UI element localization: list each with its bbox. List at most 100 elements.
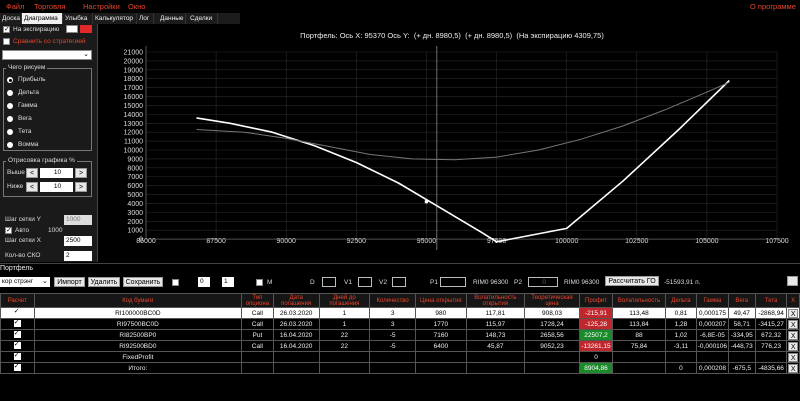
column-header[interactable]: Код бумаги bbox=[33, 293, 243, 308]
calc-go-button[interactable]: Рассчитать ГО bbox=[605, 276, 659, 286]
delete-row-cell[interactable]: X bbox=[786, 307, 800, 319]
cell-price[interactable]: 7160 bbox=[415, 329, 467, 341]
calc-checkbox[interactable] bbox=[13, 331, 21, 339]
cell-code[interactable]: Итого: bbox=[33, 362, 243, 374]
delete-row-cell[interactable]: X bbox=[786, 318, 800, 330]
cell-vol-open[interactable]: 148,73 bbox=[465, 329, 526, 341]
calc-checkbox-cell[interactable] bbox=[0, 340, 35, 352]
grid-y-input[interactable]: 1000 bbox=[64, 215, 92, 225]
cell-vega[interactable]: 58,71 bbox=[727, 318, 756, 330]
table-row[interactable]: RI82500BP0Put16.04.202022-57160148,73265… bbox=[0, 329, 800, 341]
extra-button[interactable] bbox=[787, 276, 798, 286]
cell-profit[interactable]: 0 bbox=[578, 351, 614, 363]
table-row[interactable]: RI92500BD0Call16.04.202022-5640045,87905… bbox=[0, 340, 800, 352]
cell-vol-open[interactable]: 45,87 bbox=[465, 340, 526, 352]
menu-settings[interactable]: Настройки bbox=[83, 2, 120, 11]
cell-theo[interactable] bbox=[524, 362, 580, 374]
cell-price[interactable]: 980 bbox=[415, 307, 467, 319]
cell-theta[interactable] bbox=[754, 351, 788, 363]
color-swatch-red[interactable] bbox=[80, 25, 92, 33]
cell-theo[interactable]: 1728,24 bbox=[524, 318, 580, 330]
below-increase-button[interactable]: > bbox=[75, 182, 87, 192]
column-header[interactable]: Волатильность открытия bbox=[465, 293, 526, 308]
cell-vega[interactable]: -448,73 bbox=[727, 340, 756, 352]
cell-gamma[interactable]: -0,000106 bbox=[696, 340, 729, 352]
cell-price[interactable] bbox=[415, 362, 467, 374]
cell-date[interactable] bbox=[272, 351, 320, 363]
delete-row-cell[interactable]: X bbox=[786, 329, 800, 341]
column-header[interactable]: X bbox=[786, 293, 800, 308]
cell-delta[interactable] bbox=[664, 351, 698, 363]
table-row[interactable]: RI100000BC0DCall26.03.202013980117,81908… bbox=[0, 307, 800, 319]
cell-delta[interactable]: 0,81 bbox=[664, 307, 698, 319]
cell-profit[interactable]: -13261,15 bbox=[578, 340, 614, 352]
column-header[interactable]: Вега bbox=[727, 293, 756, 308]
cell-days[interactable]: 22 bbox=[318, 329, 371, 341]
tab-deals[interactable]: Сделки bbox=[188, 13, 218, 24]
strategy-select[interactable]: ⌄ bbox=[2, 50, 92, 60]
cell-theta[interactable]: 776,23 bbox=[754, 340, 788, 352]
cell-theta[interactable]: -4835,66 bbox=[754, 362, 788, 374]
d-input[interactable] bbox=[322, 277, 336, 287]
p1-input[interactable] bbox=[440, 277, 466, 287]
cell-vega[interactable]: -334,95 bbox=[727, 329, 756, 341]
cell-days[interactable]: 22 bbox=[318, 340, 371, 352]
cell-code[interactable]: RI100000BC0D bbox=[33, 307, 243, 319]
cell-vega[interactable]: 49,47 bbox=[727, 307, 756, 319]
cell-profit[interactable]: 8904,86 bbox=[578, 362, 614, 374]
cell-vol[interactable]: 75,84 bbox=[612, 340, 666, 352]
table-row[interactable]: Итого: 8904,86 00,000208-675,5-4835,66X bbox=[0, 362, 800, 374]
column-header[interactable]: Дней до погашения bbox=[318, 293, 371, 308]
tab-board[interactable]: Доска bbox=[0, 13, 22, 24]
cell-gamma[interactable]: 0,000207 bbox=[696, 318, 729, 330]
delete-row-button[interactable]: X bbox=[788, 308, 799, 318]
import-button[interactable]: Импорт bbox=[54, 277, 85, 287]
delete-row-button[interactable]: X bbox=[788, 341, 799, 351]
v1-input[interactable] bbox=[358, 277, 372, 287]
tab-smile[interactable]: Улыбка bbox=[63, 13, 93, 24]
sko-input[interactable]: 2 bbox=[64, 251, 92, 261]
cell-qty[interactable] bbox=[369, 362, 417, 374]
cell-theta[interactable]: -2868,94 bbox=[754, 307, 788, 319]
table-row[interactable]: RI97500BC0DCall26.03.2020131770115,97172… bbox=[0, 318, 800, 330]
cell-vol-open[interactable]: 115,97 bbox=[465, 318, 526, 330]
calc-checkbox-cell[interactable] bbox=[0, 329, 35, 341]
column-header[interactable]: Тип опциона bbox=[241, 293, 274, 308]
calc-checkbox[interactable] bbox=[13, 342, 21, 350]
column-header[interactable]: Профит bbox=[578, 293, 614, 308]
menu-about[interactable]: О программе bbox=[750, 2, 796, 11]
cell-type[interactable]: Call bbox=[241, 340, 274, 352]
color-swatch-white[interactable] bbox=[66, 25, 78, 33]
calc-checkbox[interactable] bbox=[13, 320, 21, 328]
delete-row-button[interactable]: X bbox=[788, 352, 799, 362]
cell-days[interactable] bbox=[318, 362, 371, 374]
spin-input-2[interactable]: 1 bbox=[222, 277, 234, 287]
cell-qty[interactable]: -5 bbox=[369, 340, 417, 352]
cell-theo[interactable]: 2658,56 bbox=[524, 329, 580, 341]
cell-days[interactable] bbox=[318, 351, 371, 363]
column-header[interactable]: Тета bbox=[754, 293, 788, 308]
calc-checkbox-cell[interactable] bbox=[0, 318, 35, 330]
cell-code[interactable]: RI82500BP0 bbox=[33, 329, 243, 341]
cell-gamma[interactable]: -6,8E-05 bbox=[696, 329, 729, 341]
below-input[interactable]: 10 bbox=[40, 182, 73, 192]
cell-type[interactable]: Put bbox=[241, 329, 274, 341]
cell-gamma[interactable]: 0,000208 bbox=[696, 362, 729, 374]
cell-vol[interactable] bbox=[612, 362, 666, 374]
save-button[interactable]: Сохранить bbox=[123, 277, 163, 287]
cell-vol[interactable]: 88 bbox=[612, 329, 666, 341]
cell-delta[interactable]: -3,11 bbox=[664, 340, 698, 352]
radio-5[interactable] bbox=[7, 129, 13, 135]
tab-calculator[interactable]: Калькулятор bbox=[93, 13, 137, 24]
cell-theta[interactable]: 672,32 bbox=[754, 329, 788, 341]
cell-type[interactable]: Call bbox=[241, 318, 274, 330]
column-header[interactable]: Теоретическая цена bbox=[524, 293, 580, 308]
m-checkbox[interactable] bbox=[256, 279, 263, 286]
chart-area[interactable]: Портфель: Ось X: 95370 Ось Y: (+ дн. 898… bbox=[104, 24, 800, 262]
cell-vega[interactable]: -675,5 bbox=[727, 362, 756, 374]
calc-checkbox-cell[interactable] bbox=[0, 362, 35, 374]
calc-checkbox[interactable] bbox=[13, 353, 21, 361]
cell-gamma[interactable] bbox=[696, 351, 729, 363]
v2-input[interactable] bbox=[392, 277, 406, 287]
calc-checkbox[interactable] bbox=[13, 309, 21, 317]
